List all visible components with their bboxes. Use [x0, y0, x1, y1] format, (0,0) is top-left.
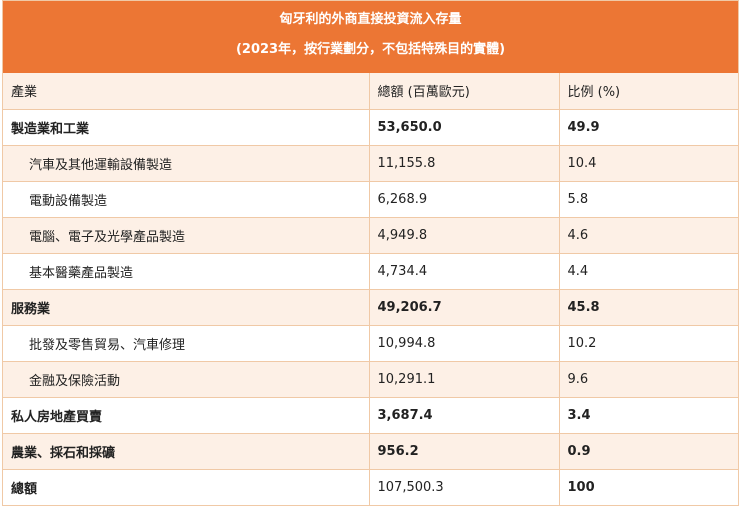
column-header-industry: 產業: [3, 73, 370, 110]
row-industry: 製造業和工業: [3, 109, 370, 146]
table-header: 匈牙利的外商直接投資流入存量 (2023年，按行業劃分，不包括特殊目的實體): [3, 1, 738, 73]
row-amount: 4,734.4: [369, 253, 560, 290]
row-industry: 金融及保險活動: [3, 361, 370, 398]
fdi-table: 產業 總額 (百萬歐元) 比例 (%) 製造業和工業 53,650.0 49.9…: [3, 73, 738, 505]
column-header-percent: 比例 (%): [559, 73, 738, 110]
row-amount: 53,650.0: [369, 109, 560, 146]
table-row: 農業、採石和採礦 956.2 0.9: [3, 433, 738, 470]
table-row: 製造業和工業 53,650.0 49.9: [3, 109, 738, 146]
row-percent: 0.9: [559, 433, 738, 470]
row-percent: 4.4: [559, 253, 738, 290]
row-amount: 956.2: [369, 433, 560, 470]
row-amount: 107,500.3: [369, 469, 560, 505]
row-percent: 4.6: [559, 217, 738, 254]
row-amount: 49,206.7: [369, 289, 560, 326]
row-industry: 服務業: [3, 289, 370, 326]
row-amount: 4,949.8: [369, 217, 560, 254]
row-industry: 基本醫藥產品製造: [3, 253, 370, 290]
row-amount: 6,268.9: [369, 181, 560, 218]
row-amount: 11,155.8: [369, 145, 560, 182]
table-row-total: 總額 107,500.3 100: [3, 469, 738, 505]
column-header-row: 產業 總額 (百萬歐元) 比例 (%): [3, 73, 738, 110]
column-header-amount: 總額 (百萬歐元): [369, 73, 560, 110]
table-row: 基本醫藥產品製造 4,734.4 4.4: [3, 253, 738, 290]
row-industry: 電動設備製造: [3, 181, 370, 218]
table-subtitle: (2023年，按行業劃分，不包括特殊目的實體): [235, 42, 506, 57]
table-row: 汽車及其他運輸設備製造 11,155.8 10.4: [3, 145, 738, 182]
row-percent: 100: [559, 469, 738, 505]
table-row: 私人房地產買賣 3,687.4 3.4: [3, 397, 738, 434]
row-industry: 總額: [3, 469, 370, 505]
row-amount: 10,291.1: [369, 361, 560, 398]
row-amount: 3,687.4: [369, 397, 560, 434]
table-row: 電腦、電子及光學產品製造 4,949.8 4.6: [3, 217, 738, 254]
table-row: 電動設備製造 6,268.9 5.8: [3, 181, 738, 218]
row-amount: 10,994.8: [369, 325, 560, 362]
row-industry: 電腦、電子及光學產品製造: [3, 217, 370, 254]
fdi-table-container: 匈牙利的外商直接投資流入存量 (2023年，按行業劃分，不包括特殊目的實體) 產…: [2, 0, 739, 506]
row-industry: 汽車及其他運輸設備製造: [3, 145, 370, 182]
row-percent: 5.8: [559, 181, 738, 218]
row-industry: 私人房地產買賣: [3, 397, 370, 434]
row-industry: 農業、採石和採礦: [3, 433, 370, 470]
row-percent: 3.4: [559, 397, 738, 434]
table-row: 服務業 49,206.7 45.8: [3, 289, 738, 326]
row-percent: 10.2: [559, 325, 738, 362]
row-percent: 10.4: [559, 145, 738, 182]
table-row: 批發及零售貿易、汽車修理 10,994.8 10.2: [3, 325, 738, 362]
table-row: 金融及保險活動 10,291.1 9.6: [3, 361, 738, 398]
row-percent: 49.9: [559, 109, 738, 146]
table-title: 匈牙利的外商直接投資流入存量: [279, 12, 462, 27]
row-percent: 45.8: [559, 289, 738, 326]
row-percent: 9.6: [559, 361, 738, 398]
row-industry: 批發及零售貿易、汽車修理: [3, 325, 370, 362]
